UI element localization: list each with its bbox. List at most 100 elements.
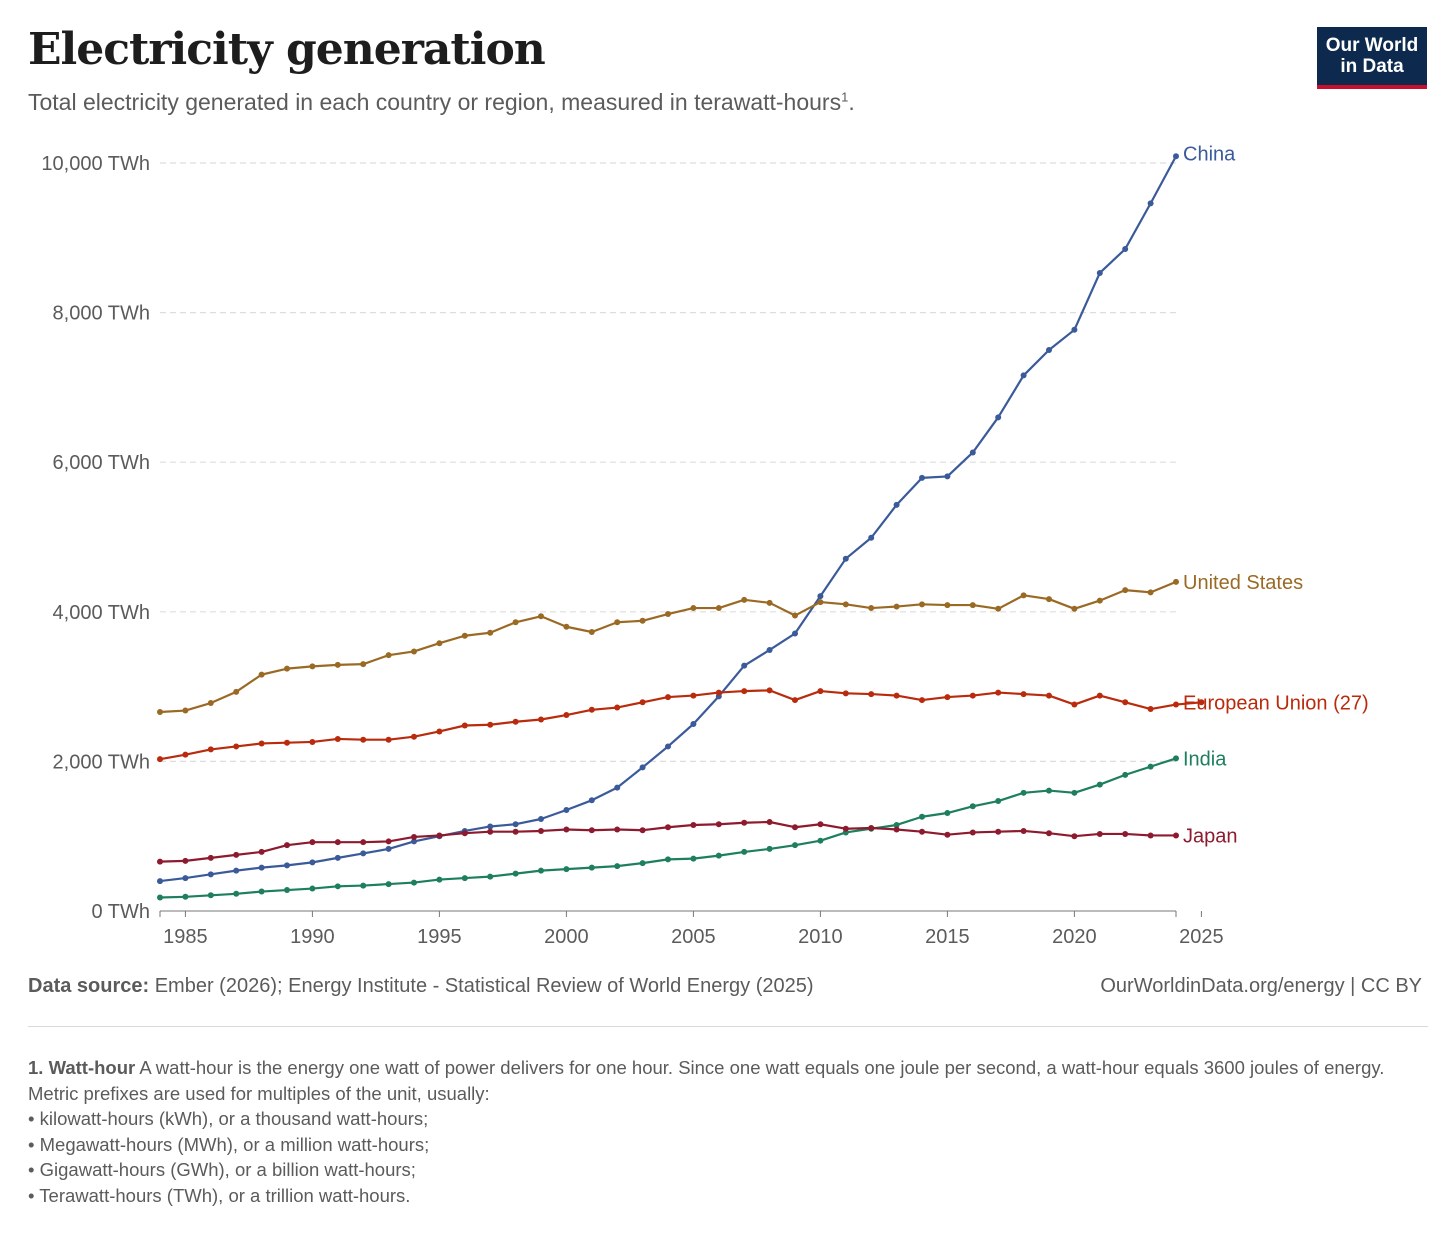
line-chart: 0 TWh 2,000 TWh 4,000 TWh 6,000 TWh 8,000 TW… (41, 143, 1369, 948)
data-point (868, 605, 875, 612)
series-line (159, 155, 1177, 883)
data-point (792, 630, 798, 637)
data-point (182, 707, 189, 714)
data-point (766, 646, 773, 653)
series-label: Japan (1183, 825, 1238, 847)
data-point (715, 689, 722, 696)
data-point (969, 449, 976, 456)
data-point (665, 694, 671, 701)
footnote: 1. Watt-hour A watt-hour is the energy o… (28, 1055, 1388, 1208)
data-point (411, 733, 417, 740)
data-point (512, 619, 519, 626)
data-point (1020, 372, 1027, 379)
data-point (284, 862, 290, 869)
data-point (969, 829, 976, 836)
data-point (893, 692, 900, 699)
data-point (334, 883, 341, 890)
data-point (563, 623, 570, 630)
data-point (284, 887, 290, 894)
data-point (360, 736, 367, 743)
data-point (436, 728, 443, 735)
data-point (538, 613, 544, 620)
data-point (1071, 789, 1078, 796)
x-tick-label: 2025 (1179, 926, 1224, 948)
data-point (284, 842, 290, 849)
data-point (258, 740, 265, 747)
data-point (842, 601, 849, 608)
data-point (334, 839, 341, 846)
data-point (842, 555, 849, 562)
x-tick-label: 2015 (925, 926, 970, 948)
data-point (461, 875, 468, 882)
series-japan (157, 818, 1179, 865)
list-item: kilowatt-hours (kWh), or a thousand watt… (28, 1106, 1388, 1132)
data-point (461, 632, 468, 639)
data-point (792, 612, 798, 619)
data-point (512, 828, 519, 835)
data-point (563, 866, 570, 873)
prefix-list: kilowatt-hours (kWh), or a thousand watt… (28, 1106, 1388, 1208)
data-point (817, 688, 824, 695)
data-point (792, 842, 798, 849)
data-point (665, 743, 671, 750)
data-point (741, 688, 748, 695)
grid-lines (160, 162, 1176, 763)
data-point (715, 605, 722, 612)
footnote-heading: 1. Watt-hour (28, 1057, 136, 1078)
data-point (157, 894, 163, 901)
logo-line-1: Our World (1325, 35, 1419, 56)
series-label: European Union (27) (1183, 692, 1369, 714)
data-point (157, 756, 163, 763)
footnote-ref[interactable]: 1 (841, 89, 849, 105)
data-point (1173, 153, 1179, 160)
chart-subtitle: Total electricity generated in each coun… (28, 89, 855, 116)
data-source: Data source: Ember (2026); Energy Instit… (28, 975, 814, 998)
data-point (512, 821, 519, 828)
y-tick-label: 10,000 TWh (41, 153, 150, 175)
data-point (309, 663, 316, 670)
data-point (563, 826, 570, 833)
data-source-text[interactable]: Ember (2026); Energy Institute - Statist… (149, 975, 814, 997)
data-point (1071, 326, 1078, 333)
data-point (792, 697, 798, 704)
data-point (182, 893, 189, 900)
data-point (919, 697, 925, 704)
data-point (588, 827, 595, 834)
data-point (1096, 830, 1103, 837)
data-point (639, 764, 646, 771)
credit-link[interactable]: OurWorldinData.org/energy | CC BY (1100, 975, 1422, 997)
data-point (741, 596, 748, 603)
data-point (588, 628, 595, 635)
our-world-in-data-logo[interactable]: Our World in Data (1317, 27, 1427, 89)
data-point (969, 692, 976, 699)
footnote-definition: 1. Watt-hour A watt-hour is the energy o… (28, 1055, 1388, 1081)
data-point (1122, 246, 1129, 253)
data-point (588, 864, 595, 871)
list-item: Megawatt-hours (MWh), or a million watt-… (28, 1132, 1388, 1158)
data-point (1173, 701, 1179, 708)
y-tick-label: 8,000 TWh (53, 303, 150, 325)
data-point (690, 721, 697, 727)
data-point (1020, 827, 1027, 834)
data-point (842, 690, 849, 697)
data-point (487, 828, 494, 835)
data-point (1020, 691, 1027, 698)
data-point (258, 888, 265, 895)
data-point (1122, 830, 1129, 837)
x-tick-label: 1995 (417, 926, 462, 948)
data-point (893, 501, 900, 508)
data-point (284, 665, 290, 672)
data-point (741, 848, 748, 855)
data-point (538, 716, 544, 723)
data-point (639, 699, 646, 706)
data-point (665, 856, 671, 863)
data-point (639, 827, 646, 834)
series-label: United States (1183, 572, 1303, 594)
data-source-label: Data source: (28, 975, 150, 997)
data-point (919, 813, 925, 820)
subtitle-text: Total electricity generated in each coun… (28, 89, 842, 115)
data-point (919, 474, 925, 481)
data-point (1020, 592, 1027, 599)
y-tick-label: 2,000 TWh (53, 751, 150, 773)
x-tick-label: 1990 (290, 926, 335, 948)
